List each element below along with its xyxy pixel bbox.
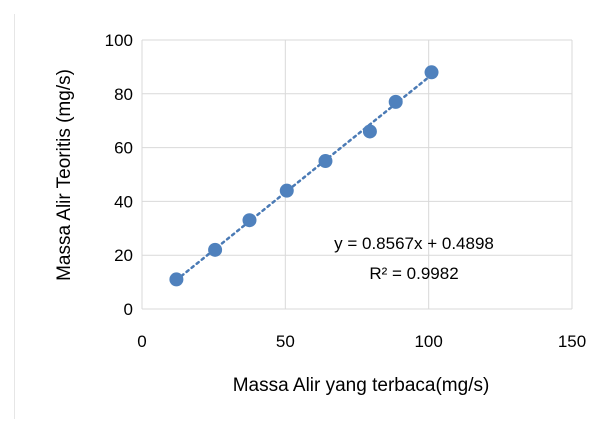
x-tick-label: 50 (276, 332, 295, 351)
x-tick-label: 150 (558, 332, 586, 351)
tick-labels: 0 20 40 60 80 100 0 50 100 150 (105, 31, 587, 351)
y-tick-label: 0 (124, 300, 133, 319)
x-axis-title: Massa Alir yang terbaca(mg/s) (233, 375, 490, 396)
gridlines (141, 39, 573, 310)
data-point (279, 183, 294, 198)
y-tick-label: 60 (114, 139, 133, 158)
y-axis-title: Massa Alir Teoritis (mg/s) (54, 69, 75, 281)
chart-frame (14, 14, 607, 419)
y-tick-label: 100 (105, 31, 133, 50)
data-point (318, 154, 333, 169)
data-point (362, 124, 377, 139)
data-point (424, 65, 439, 80)
data-point (388, 94, 403, 109)
y-tick-label: 20 (114, 246, 133, 265)
data-point (208, 242, 223, 257)
data-point (169, 272, 184, 287)
x-tick-label: 0 (137, 332, 146, 351)
data-point (242, 213, 257, 228)
x-tick-label: 100 (414, 332, 442, 351)
y-tick-label: 80 (114, 85, 133, 104)
y-tick-label: 40 (114, 192, 133, 211)
r-squared-label: R² = 0.9982 (369, 264, 458, 283)
trendline-equation: y = 0.8567x + 0.4898 (334, 234, 494, 253)
data-points (169, 65, 439, 287)
